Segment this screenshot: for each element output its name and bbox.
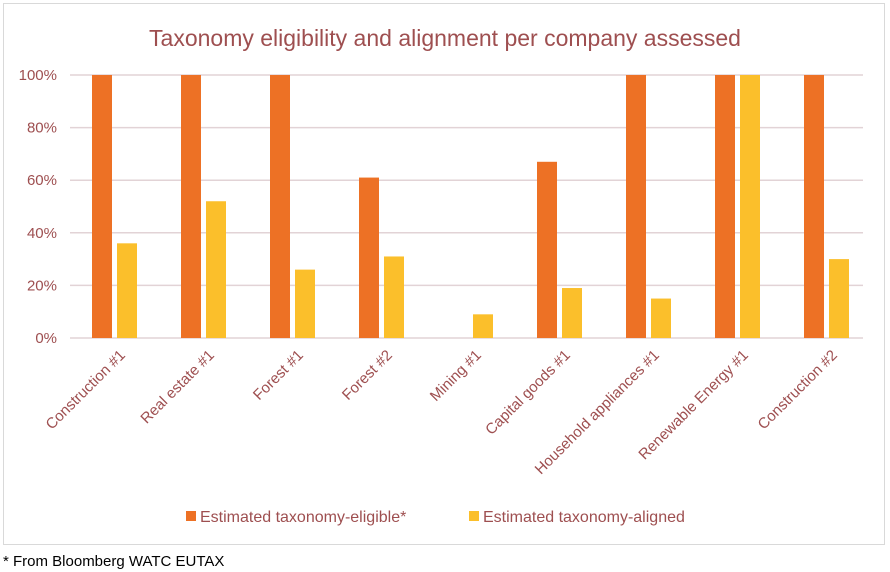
bar-aligned xyxy=(295,269,315,338)
bar-aligned xyxy=(473,314,493,338)
bar-aligned xyxy=(206,201,226,338)
bar-aligned xyxy=(829,259,849,338)
chart-frame xyxy=(3,3,885,545)
bar-eligible xyxy=(181,75,201,338)
bar-aligned xyxy=(117,243,137,338)
bar-eligible xyxy=(359,177,379,338)
y-tick-label: 60% xyxy=(27,172,57,189)
bar-eligible xyxy=(92,75,112,338)
x-tick-label: Forest #2 xyxy=(339,347,396,404)
x-tick-label: Capital goods #1 xyxy=(482,347,574,439)
x-tick-label: Construction #2 xyxy=(755,347,841,433)
x-tick-label: Real estate #1 xyxy=(137,347,217,427)
bar-eligible xyxy=(626,75,646,338)
bar-eligible xyxy=(715,75,735,338)
bar-eligible xyxy=(537,161,557,338)
y-tick-label: 0% xyxy=(35,330,57,347)
legend-label: Estimated taxonomy-eligible* xyxy=(200,509,406,526)
chart-title: Taxonomy eligibility and alignment per c… xyxy=(149,25,741,51)
bar-aligned xyxy=(740,75,760,338)
x-tick-label: Mining #1 xyxy=(427,347,485,405)
y-tick-label: 100% xyxy=(19,67,57,84)
footnote: * From Bloomberg WATC EUTAX xyxy=(3,553,225,570)
y-tick-label: 80% xyxy=(27,120,57,137)
y-tick-label: 20% xyxy=(27,277,57,294)
bar-aligned xyxy=(562,288,582,338)
bar-eligible xyxy=(804,75,824,338)
x-tick-label: Forest #1 xyxy=(250,347,307,404)
legend-swatch xyxy=(186,511,196,521)
legend-label: Estimated taxonomy-aligned xyxy=(483,509,685,526)
legend-swatch xyxy=(469,511,479,521)
bar-aligned xyxy=(651,298,671,338)
y-tick-label: 40% xyxy=(27,225,57,242)
bar-eligible xyxy=(270,75,290,338)
bar-aligned xyxy=(384,256,404,338)
x-tick-label: Construction #1 xyxy=(43,347,129,433)
